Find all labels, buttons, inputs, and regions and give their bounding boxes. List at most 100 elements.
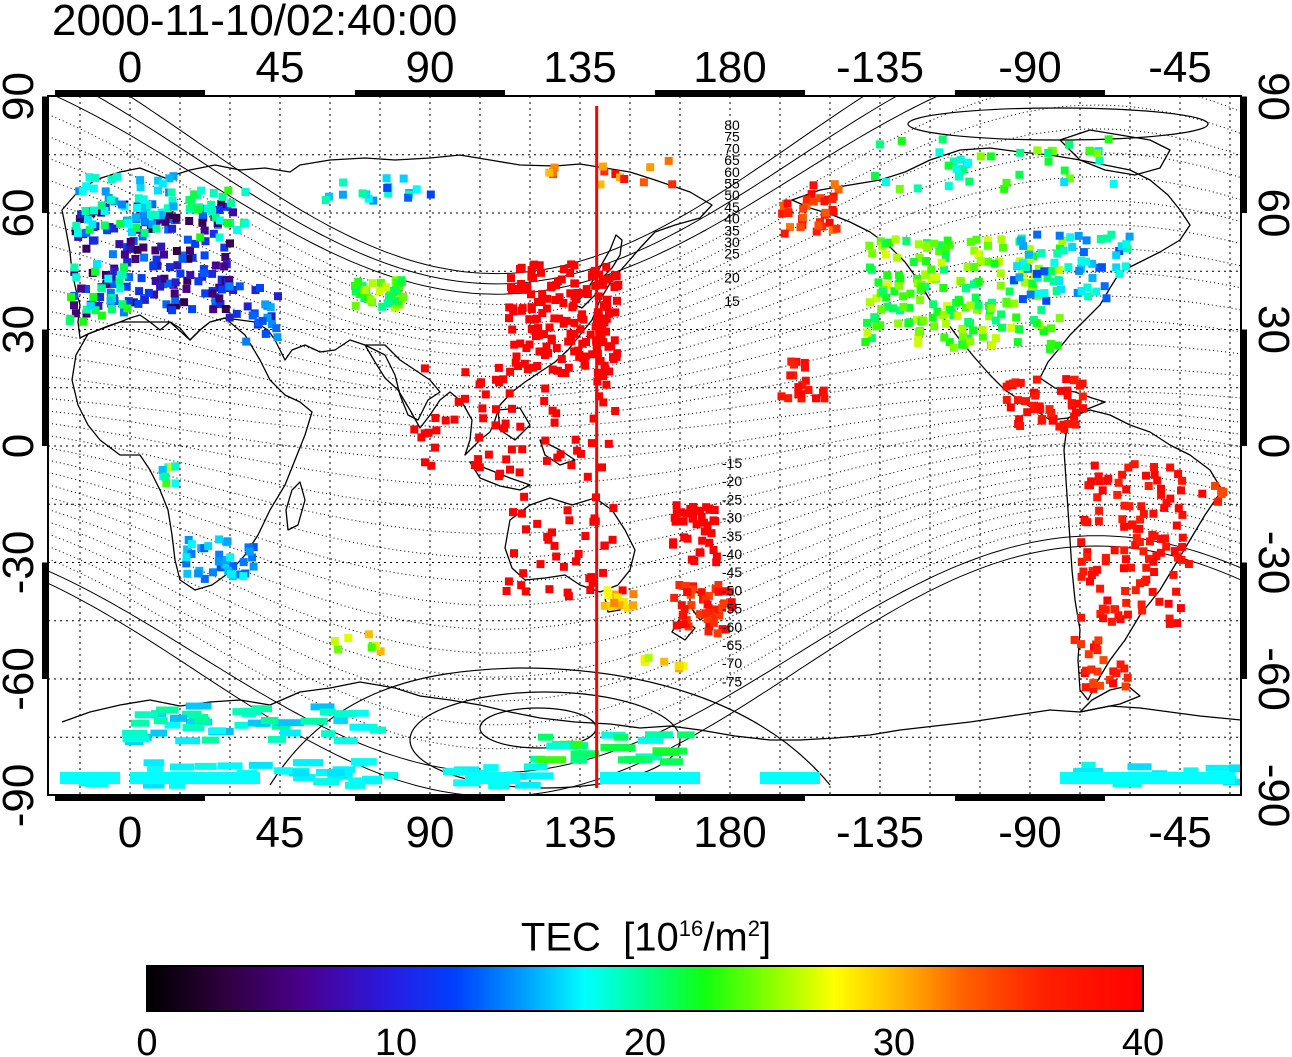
tec-sample [703, 615, 712, 623]
tec-sample [525, 315, 534, 324]
tec-sample [103, 226, 112, 235]
tec-sample [475, 463, 484, 472]
tec-sample [1044, 148, 1053, 157]
tec-sample [1040, 289, 1049, 298]
tec-sample [581, 361, 590, 370]
tec-sample [973, 305, 982, 314]
tec-sample [985, 312, 994, 321]
tec-sample [200, 574, 209, 583]
tec-sample [225, 276, 234, 284]
tec-sample [611, 407, 620, 415]
tec-sample [1160, 503, 1169, 512]
tec-sample [474, 455, 483, 464]
tec-sample [348, 709, 369, 717]
longitude-label: 180 [693, 808, 766, 857]
longitude-label: 180 [693, 43, 766, 92]
tec-sample [1077, 557, 1086, 566]
tec-sample [777, 392, 786, 401]
lat-lon-grid [48, 96, 1241, 795]
contour-label: 80 [724, 117, 740, 133]
tec-sample [131, 213, 140, 222]
tec-sample [1071, 420, 1080, 429]
tec-sample [956, 277, 965, 286]
tec-sample [162, 479, 171, 488]
tec-sample [147, 210, 155, 219]
tec-sample [1044, 157, 1053, 166]
tec-sample [895, 282, 903, 291]
tec-sample [465, 772, 520, 784]
tec-sample [96, 293, 105, 301]
tec-sample [677, 731, 695, 739]
tec-sample [863, 318, 872, 327]
tec-sample [760, 772, 820, 784]
tec-sample [991, 316, 1000, 325]
right-tick-bar [1241, 96, 1247, 214]
tec-sample [1150, 470, 1159, 479]
tec-sample [367, 643, 376, 652]
tec-sample [594, 292, 603, 301]
tec-sample [194, 569, 203, 578]
tec-sample [1032, 375, 1041, 384]
tec-sample [1169, 570, 1178, 579]
tec-sample [1057, 285, 1065, 294]
tec-sample [106, 195, 115, 204]
tec-sample [496, 469, 505, 478]
tec-sample [244, 543, 253, 552]
tec-sample [185, 217, 194, 225]
tec-sample [555, 314, 563, 323]
tec-sample [675, 581, 684, 589]
tec-sample [566, 329, 575, 338]
tec-sample [491, 421, 500, 430]
tec-sample [507, 274, 515, 283]
tec-sample [583, 290, 592, 298]
tec-sample [344, 781, 366, 789]
tec-sample [477, 378, 485, 387]
latitude-label: 60 [1249, 189, 1292, 238]
tec-sample [232, 708, 261, 716]
tec-sample [1023, 408, 1032, 417]
tec-sample [896, 274, 905, 283]
tec-sample [600, 167, 609, 176]
coastline-antarctica [61, 681, 1241, 741]
tec-measurements [60, 135, 1241, 789]
tec-sample [1174, 470, 1183, 479]
tec-sample [1052, 287, 1061, 296]
tec-sample [378, 302, 387, 311]
tec-sample [1063, 386, 1072, 395]
tec-sample [566, 289, 575, 298]
tec-sample [653, 748, 668, 756]
tec-sample [1131, 541, 1140, 550]
tec-sample [672, 621, 681, 630]
contour-label: -75 [722, 673, 742, 689]
tec-sample [912, 315, 921, 324]
tec-sample [552, 344, 561, 352]
tec-sample [383, 184, 392, 192]
tec-sample [1083, 283, 1092, 292]
tec-sample [525, 340, 534, 349]
contour-label: 35 [724, 222, 740, 238]
tec-sample [529, 363, 538, 372]
tec-sample [1211, 481, 1219, 490]
tec-sample [890, 287, 899, 296]
tec-sample [397, 278, 406, 286]
tec-sample [816, 194, 825, 203]
magnetic-contour [48, 483, 1241, 654]
latitude-label: 0 [1249, 434, 1292, 458]
tec-sample [211, 213, 220, 222]
tec-sample [874, 278, 883, 287]
tec-sample [404, 193, 413, 202]
tec-sample [595, 270, 604, 279]
tec-sample [502, 455, 511, 464]
tec-sample [978, 332, 987, 341]
tec-sample [543, 294, 552, 303]
tec-sample [300, 717, 328, 725]
tec-sample [891, 235, 900, 244]
tec-sample [1135, 538, 1144, 546]
tec-sample [998, 323, 1006, 332]
tec-sample [573, 289, 582, 297]
tec-sample [984, 241, 992, 250]
tec-sample [670, 513, 679, 522]
tec-sample [820, 394, 829, 403]
tec-sample [91, 174, 100, 182]
